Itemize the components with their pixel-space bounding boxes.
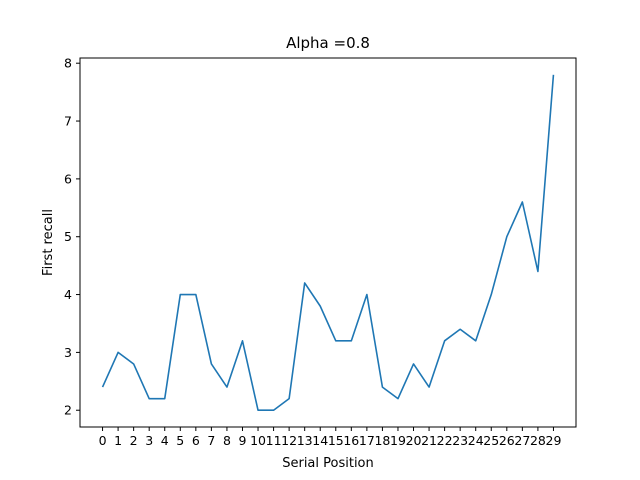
- series-line: [101, 74, 555, 412]
- x-tick-label: 29: [546, 433, 562, 448]
- x-tick-label: 9: [239, 433, 247, 448]
- chart-title: Alpha =0.8: [286, 34, 370, 52]
- x-tick-label: 27: [514, 433, 530, 448]
- x-tick-label: 17: [359, 433, 375, 448]
- x-tick-label: 7: [207, 433, 215, 448]
- y-axis-ticks: 2 3 4 5 6 7 8: [64, 56, 80, 418]
- x-tick-label: 21: [421, 433, 437, 448]
- x-tick-label: 2: [130, 433, 138, 448]
- x-tick-label: 23: [452, 433, 468, 448]
- y-axis-label: First recall: [41, 209, 56, 276]
- x-tick-label: 1: [114, 433, 122, 448]
- x-tick-label: 12: [281, 433, 297, 448]
- x-tick-label: 11: [266, 433, 282, 448]
- x-tick-label: 20: [406, 433, 422, 448]
- x-tick-label: 19: [390, 433, 406, 448]
- y-tick-label: 7: [64, 114, 72, 129]
- plot-frame: [79, 57, 577, 428]
- x-tick-label: 18: [374, 433, 390, 448]
- x-tick-label: 15: [328, 433, 344, 448]
- x-tick-label: 26: [499, 433, 515, 448]
- x-tick-label: 0: [99, 433, 107, 448]
- y-tick-label: 5: [64, 229, 72, 244]
- x-tick-label: 13: [297, 433, 313, 448]
- x-tick-label: 8: [223, 433, 231, 448]
- x-axis-label: Serial Position: [282, 456, 374, 471]
- x-tick-label: 28: [530, 433, 546, 448]
- y-tick-label: 6: [64, 171, 72, 186]
- x-tick-label: 14: [312, 433, 328, 448]
- x-tick-label: 10: [250, 433, 266, 448]
- x-tick-label: 25: [483, 433, 499, 448]
- x-tick-label: 3: [145, 433, 153, 448]
- y-tick-label: 2: [64, 403, 72, 418]
- x-tick-label: 22: [437, 433, 453, 448]
- y-tick-label: 8: [64, 56, 72, 71]
- x-tick-label: 6: [192, 433, 200, 448]
- x-tick-label: 16: [343, 433, 359, 448]
- x-tick-label: 24: [468, 433, 484, 448]
- x-tick-label: 4: [161, 433, 169, 448]
- x-tick-label: 5: [176, 433, 184, 448]
- y-tick-label: 3: [64, 345, 72, 360]
- y-tick-label: 4: [64, 287, 72, 302]
- x-axis-ticks: 0 1 2 3 4 5 6 7 8 9 10 11 12 13 14 15 16 17 18 19 20 21 22 23 24…: [99, 427, 562, 448]
